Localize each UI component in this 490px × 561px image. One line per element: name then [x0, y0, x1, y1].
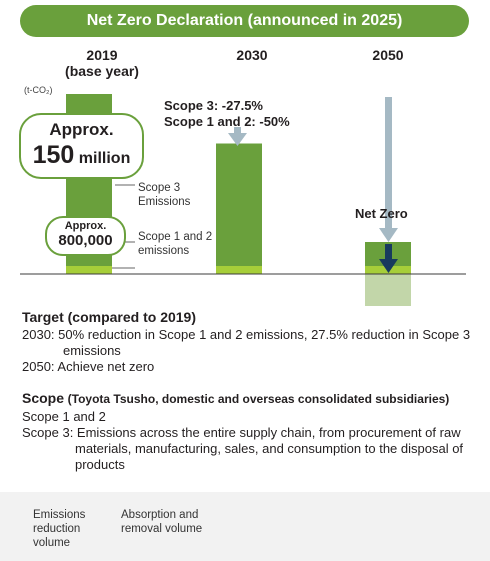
scope-heading-line: Scope (Toyota Tsusho, domestic and overs…: [22, 390, 477, 407]
year-2019-label: 2019 (base year): [42, 47, 162, 79]
scope12-approx: Approx.: [64, 220, 107, 232]
unit-label: (t-CO₂): [24, 85, 53, 95]
scope3-value: 150: [32, 141, 75, 169]
scope3-approx: Approx.: [49, 120, 114, 139]
legend-removal-label: Absorption and removal volume: [121, 509, 203, 535]
target-2030-scope3: Scope 3: -27.5%: [164, 98, 263, 113]
scope12-emissions-label: Scope 1 and 2 emissions: [138, 231, 213, 257]
scope-line-3: Scope 3: Emissions across the entire sup…: [22, 425, 464, 472]
target-2050-text: 2050: Achieve net zero: [22, 359, 155, 374]
bar-2050-offset: [365, 274, 411, 306]
year-2050-label: 2050: [372, 47, 404, 63]
year-2030-label: 2030: [236, 47, 268, 63]
title-banner: Net Zero Declaration (announced in 2025): [20, 5, 469, 37]
scope-line-1: Scope 1 and 2: [22, 409, 106, 424]
removal-arrow-2050: [379, 244, 398, 273]
scope-heading-detail: (Toyota Tsusho, domestic and overseas co…: [67, 392, 450, 406]
scope3-value-bubble: Approx. 150 million: [19, 113, 144, 179]
bar-2030-scope12: [216, 266, 262, 274]
scope-section: Scope (Toyota Tsusho, domestic and overs…: [22, 390, 477, 473]
year-2019: 2019: [86, 47, 118, 63]
target-section: Target (compared to 2019) 2030: 50% redu…: [22, 309, 477, 375]
scope-heading: Scope: [22, 390, 65, 406]
target-heading: Target (compared to 2019): [22, 309, 197, 325]
reduction-arrow-2030: [228, 127, 247, 146]
bar-2030-scope3: [216, 143, 262, 266]
scope3-unit: million: [78, 150, 131, 167]
reduction-arrow-2050: [379, 97, 398, 242]
target-2030-text: 2030: 50% reduction in Scope 1 and 2 emi…: [22, 327, 471, 358]
scope12-value: 800,000: [58, 232, 113, 249]
scope12-value-bubble: Approx. 800,000: [45, 216, 126, 256]
base-year-label: (base year): [65, 63, 139, 79]
target-2030-scope12: Scope 1 and 2: -50%: [164, 114, 290, 129]
scope3-emissions-label: Scope 3 Emissions: [138, 182, 191, 208]
bar-2019-scope12: [66, 266, 112, 274]
legend-footer: [0, 492, 490, 561]
legend-reduction-label: Emissions reduction volume: [33, 509, 86, 549]
net-zero-label: Net Zero: [355, 206, 408, 221]
